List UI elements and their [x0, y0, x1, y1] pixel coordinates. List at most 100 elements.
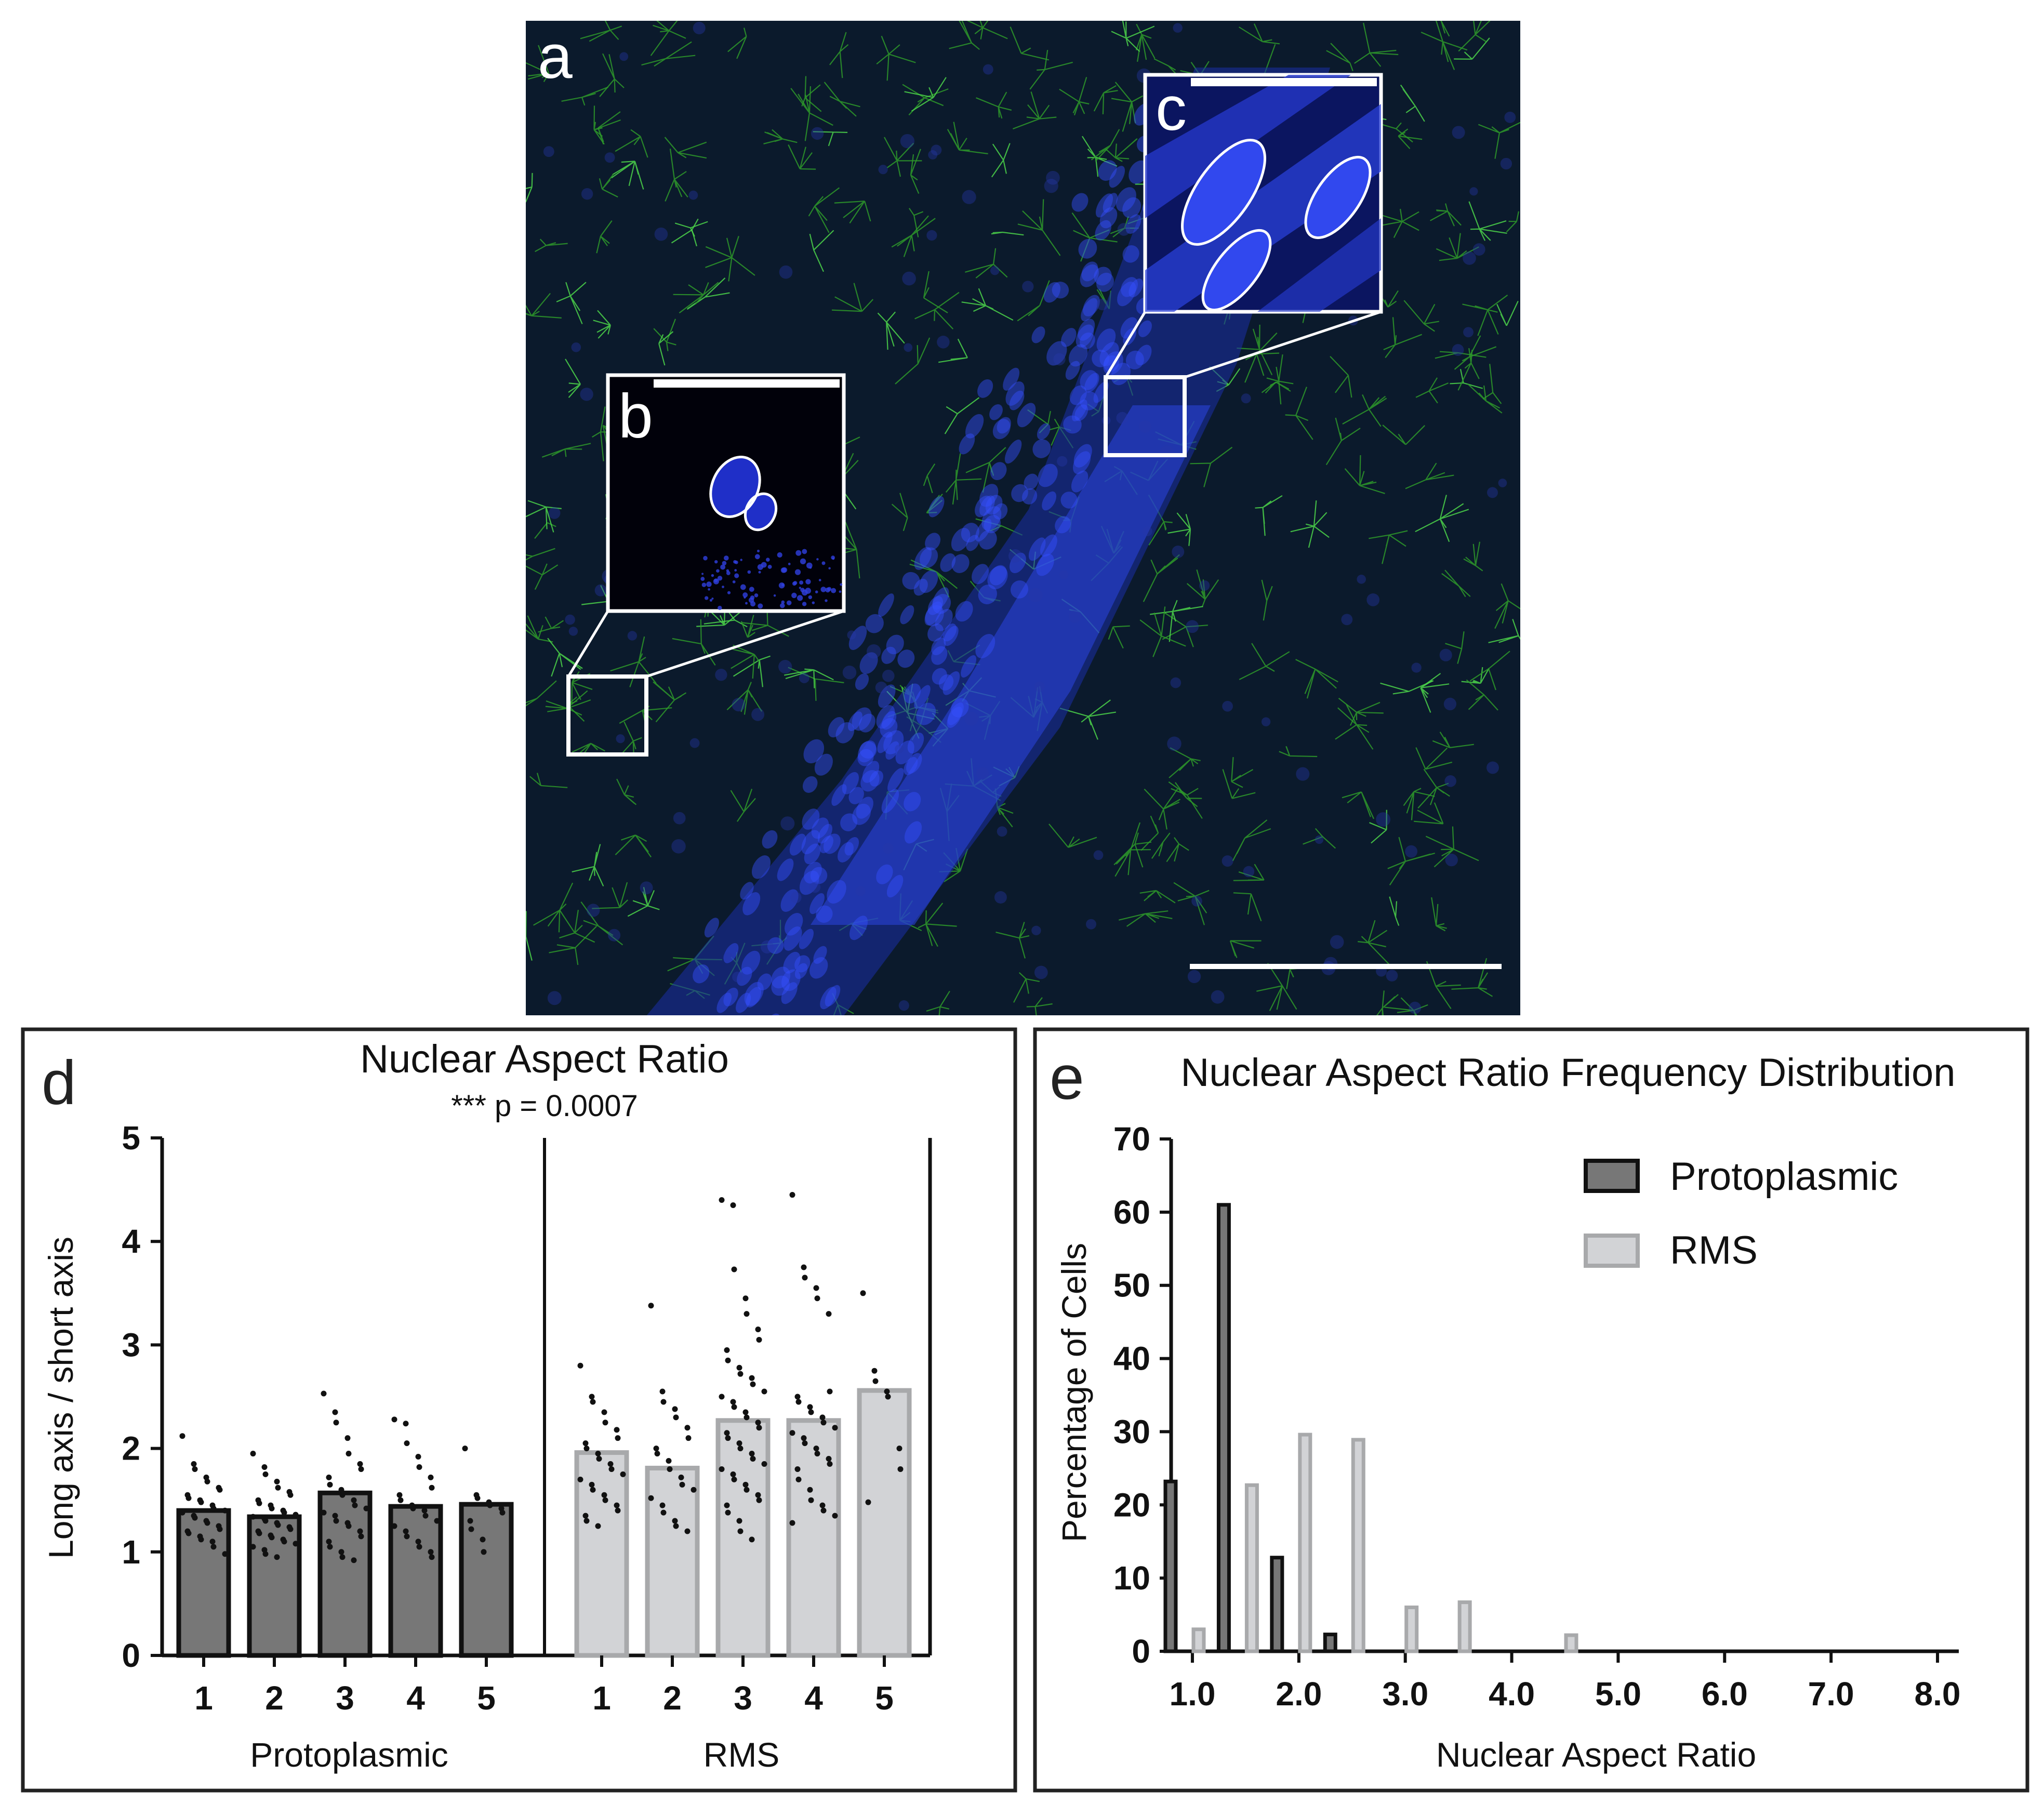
data-point [416, 1464, 422, 1470]
nucleus [897, 649, 915, 668]
data-point [274, 1554, 280, 1560]
nucleus [925, 605, 944, 627]
astrocyte-process [947, 122, 988, 154]
nucleus [1081, 298, 1098, 322]
speckle [818, 579, 821, 581]
connector-c-1 [1104, 311, 1147, 378]
nucleus [928, 150, 938, 160]
nucleus [951, 554, 970, 573]
data-point [281, 1539, 287, 1545]
astrocyte-process [1454, 37, 1490, 60]
legend-swatch-protoplasmic [1584, 1159, 1640, 1193]
data-point [653, 1446, 659, 1452]
astrocyte-process [1114, 822, 1151, 877]
speckle [840, 583, 843, 586]
astrocyte-process [526, 911, 533, 961]
hist-bar-protoplasmic-1.5 [1216, 1203, 1231, 1653]
nucleus [1076, 324, 1094, 348]
nucleus [978, 529, 997, 550]
nucleus [723, 952, 733, 963]
nucleus [640, 881, 653, 895]
data-point [192, 1466, 198, 1472]
astrocyte-process [611, 161, 644, 190]
nucleus [855, 886, 866, 896]
astrocyte-process [909, 559, 958, 598]
astrocyte-process [891, 215, 936, 257]
data-point [808, 1409, 814, 1415]
astrocyte-process [653, 319, 676, 351]
astrocyte-process [727, 28, 747, 59]
nucleus [1411, 662, 1422, 673]
speckle [788, 562, 791, 565]
nucleus [937, 336, 950, 349]
astrocyte-process [1059, 699, 1116, 740]
astrocyte-process [593, 105, 621, 145]
astrocyte-process [1162, 612, 1208, 647]
data-point [210, 1544, 217, 1550]
nucleus [802, 776, 818, 793]
speckle [773, 594, 776, 597]
astrocyte-process [1081, 136, 1118, 177]
nucleus [1341, 614, 1353, 626]
nucleus [704, 918, 719, 938]
nucleus [1211, 990, 1225, 1004]
astrocyte-process [1494, 583, 1520, 629]
nucleus [1296, 767, 1310, 781]
nucleus [885, 741, 899, 760]
nucleus [914, 547, 932, 570]
nucleus [1122, 245, 1139, 263]
chart-e-y-tick-label: 60 [1113, 1194, 1150, 1231]
nucleus [881, 789, 899, 813]
nucleus [1357, 575, 1366, 584]
astrocyte-process [615, 129, 648, 158]
nucleus [547, 991, 562, 1005]
data-point [262, 1551, 269, 1557]
nucleus [794, 955, 811, 973]
data-point [198, 1499, 204, 1505]
data-point [185, 1495, 192, 1501]
astrocyte-process [730, 789, 756, 822]
astrocyte-process [1469, 651, 1510, 691]
astrocyte-process [1325, 417, 1361, 466]
speckle [828, 567, 831, 569]
data-point [801, 1435, 807, 1441]
astrocyte-process [615, 834, 652, 858]
nucleus [742, 892, 761, 916]
panel-e: e Nuclear Aspect Ratio Frequency Distrib… [1033, 1027, 2029, 1793]
nucleus [961, 655, 977, 678]
nucleus [1463, 251, 1476, 265]
astrocyte-process [1139, 606, 1186, 657]
chart-d-ylabel: Long axis / short axis [42, 1237, 80, 1559]
chart-e-xlabel: Nuclear Aspect Ratio [1436, 1735, 1756, 1774]
astrocyte-process [529, 773, 568, 788]
nucleus [777, 858, 794, 881]
astrocyte-process [592, 882, 629, 909]
speckle [831, 588, 837, 593]
astrocyte-process [580, 901, 623, 946]
astrocyte-process [1432, 732, 1474, 748]
bar-rms-1 [574, 1450, 629, 1658]
astrocyte-process [1261, 579, 1273, 621]
data-point [736, 1518, 742, 1524]
speckle [711, 598, 714, 600]
nucleus [987, 566, 1008, 590]
data-point [275, 1484, 281, 1491]
speckle [780, 603, 785, 608]
data-point [725, 1357, 731, 1363]
nucleus [1222, 855, 1233, 867]
astrocyte-process [808, 187, 840, 233]
nucleus-outline-c1 [1181, 139, 1266, 246]
chart-e-y-tick-label: 20 [1113, 1486, 1150, 1523]
hist-bar-protoplasmic-2 [1270, 1556, 1284, 1653]
data-point [801, 1264, 807, 1270]
speckle [800, 588, 805, 592]
astrocyte-process [1279, 746, 1318, 758]
nucleus [1008, 549, 1022, 563]
astrocyte-process [1168, 781, 1203, 819]
data-point [672, 1518, 678, 1524]
astrocyte-process [1295, 659, 1338, 699]
nucleus [1005, 381, 1025, 406]
bar-rms-4 [786, 1418, 841, 1658]
nucleus [932, 587, 949, 610]
data-point [614, 1427, 620, 1433]
